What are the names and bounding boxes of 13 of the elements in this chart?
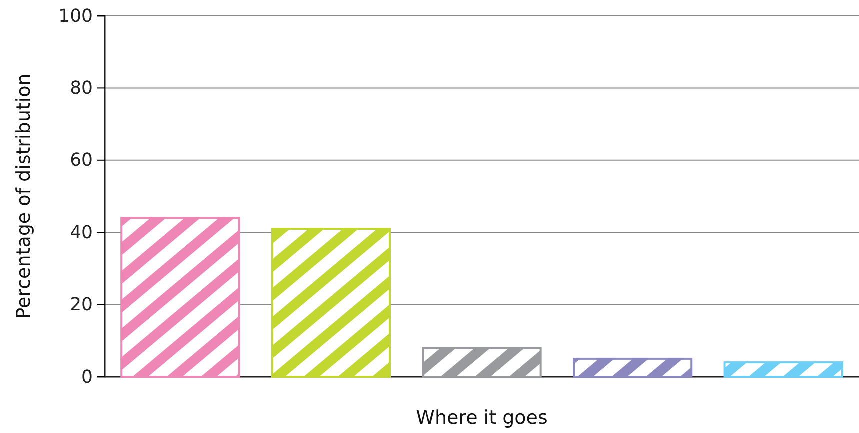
x-axis-title: Where it goes [416, 407, 548, 429]
bar [422, 347, 542, 378]
y-tick-label: 100 [58, 6, 93, 27]
y-tick-label: 20 [70, 294, 93, 316]
y-tick-label: 0 [82, 366, 93, 388]
y-tick-label: 80 [70, 78, 93, 99]
y-tick-label: 40 [70, 222, 93, 244]
bar [120, 217, 240, 378]
bar [724, 362, 844, 378]
y-tick-label: 60 [70, 150, 93, 172]
bar [271, 228, 392, 378]
y-axis-title: Percentage of distribution [13, 74, 35, 320]
bar [572, 358, 693, 378]
